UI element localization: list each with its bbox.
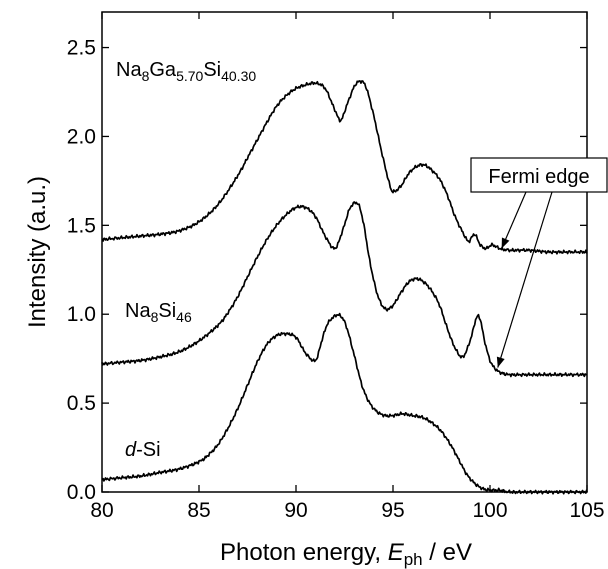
series-line-3: [101, 312, 588, 495]
fermi-edge-annotation: Fermi edge: [470, 157, 608, 368]
y-tick-label: 1.0: [67, 303, 96, 326]
fermi-edge-box: [470, 157, 608, 193]
y-tick-label: 0.5: [67, 392, 96, 415]
y-tick-label: 2.5: [67, 37, 96, 60]
y-tick-label: 0.0: [67, 481, 96, 504]
fermi-arrow-line: [501, 191, 527, 249]
y-tick-label: 2.0: [67, 125, 96, 148]
x-axis-title: Photon energy, Eph / eV: [220, 539, 472, 569]
y-tick-label: 1.5: [67, 214, 96, 237]
series: [101, 80, 588, 495]
x-tick-label: 95: [381, 499, 404, 522]
ticks: 80 85 90 95 100 105 0.0 0.5 1.0 1.5 2.0 2.5: [67, 12, 605, 522]
series-line-1: [101, 80, 588, 255]
label-na8ga: Na8Ga5.70Si40.30: [116, 59, 256, 84]
x-tick-label: 90: [284, 499, 307, 522]
label-na8si: Na8Si46: [125, 300, 192, 325]
fermi-arrow-head: [501, 237, 510, 249]
label-dsi: d-Si: [125, 439, 161, 461]
fermi-arrow-line: [497, 191, 553, 368]
fermi-edge-arrows: [496, 191, 553, 368]
fermi-arrow-head: [496, 356, 505, 368]
x-tick-label: 105: [569, 499, 604, 522]
series-line-2: [101, 201, 588, 378]
y-axis-title: Intensity (a.u.): [24, 176, 51, 328]
x-tick-label: 85: [187, 499, 210, 522]
fermi-edge-label: Fermi edge: [488, 166, 589, 188]
x-tick-label: 80: [90, 499, 113, 522]
x-tick-label: 100: [472, 499, 507, 522]
